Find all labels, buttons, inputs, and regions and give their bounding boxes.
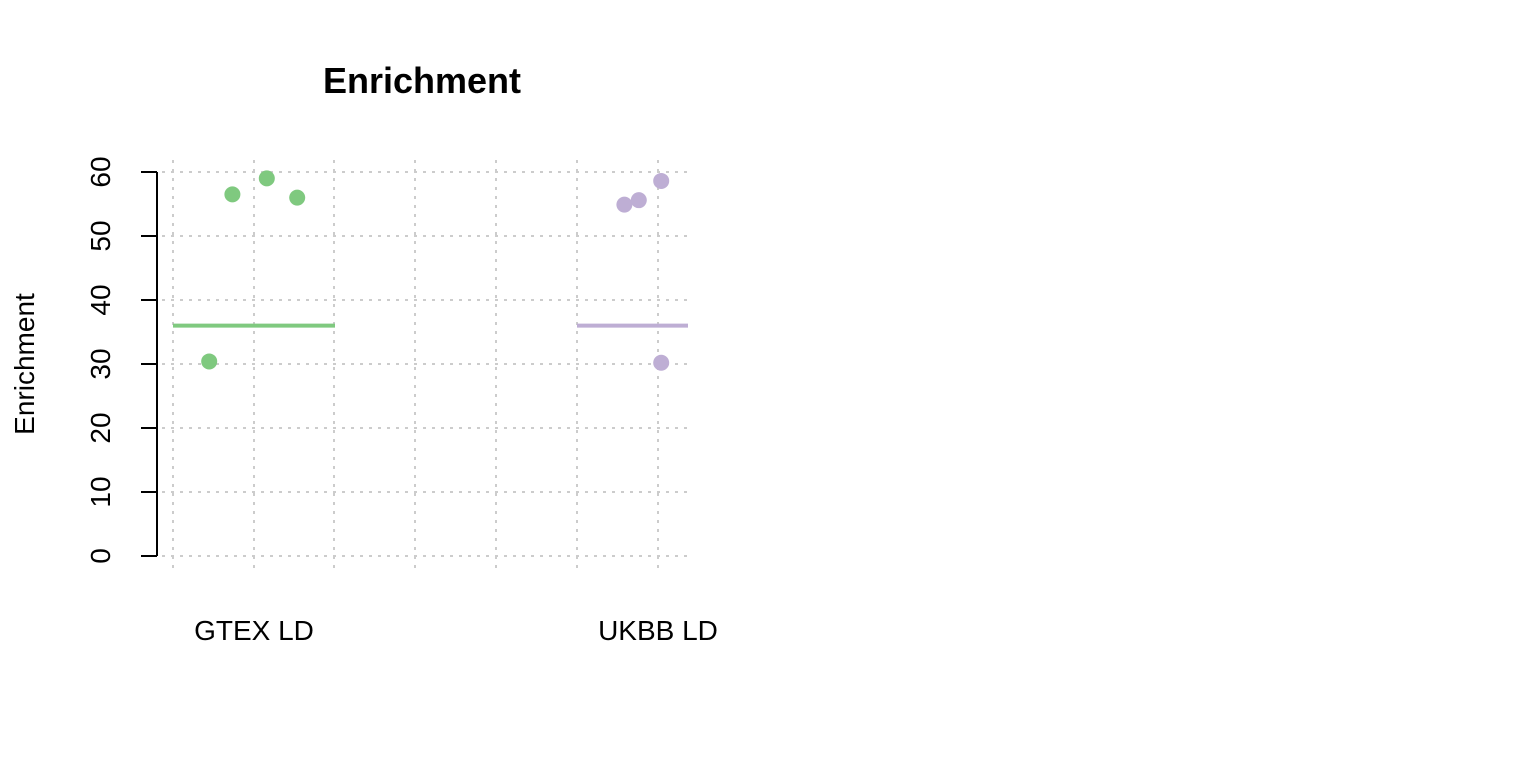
y-tick-label: 10 xyxy=(85,476,116,507)
y-tick-label: 0 xyxy=(85,548,116,564)
data-point xyxy=(201,353,218,370)
y-axis-label: Enrichment xyxy=(9,293,40,435)
category-label: GTEX LD xyxy=(194,615,314,646)
chart-title: Enrichment xyxy=(323,60,521,101)
data-marks xyxy=(173,170,688,371)
y-tick-label: 50 xyxy=(85,220,116,251)
data-point xyxy=(630,192,647,209)
y-axis: 0 10 20 30 40 50 60 xyxy=(85,156,158,564)
data-point xyxy=(289,189,306,206)
data-point xyxy=(653,354,670,371)
data-point xyxy=(224,186,241,203)
y-tick-label: 40 xyxy=(85,284,116,315)
category-labels: GTEX LD UKBB LD xyxy=(194,615,718,646)
data-point xyxy=(616,196,633,213)
y-tick-label: 20 xyxy=(85,412,116,443)
data-point xyxy=(653,172,670,189)
category-label: UKBB LD xyxy=(598,615,718,646)
grid-lines xyxy=(162,160,688,572)
y-tick-label: 60 xyxy=(85,156,116,187)
data-point xyxy=(258,170,275,187)
y-tick-label: 30 xyxy=(85,348,116,379)
